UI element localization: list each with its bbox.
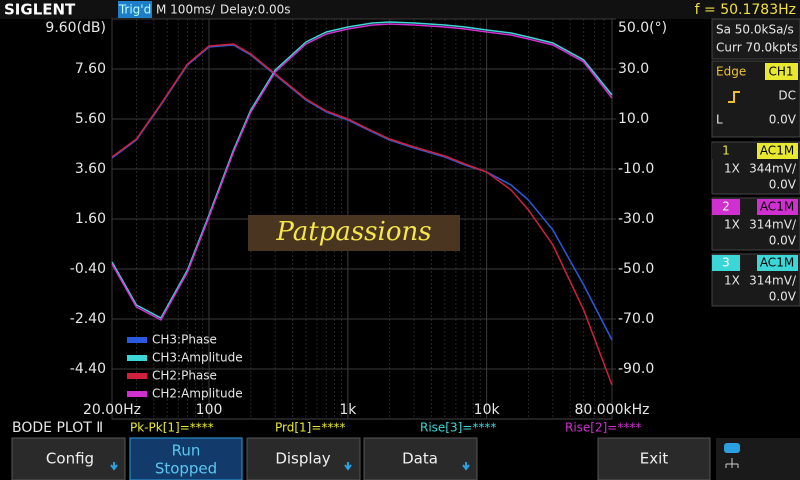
channel-number-bg [712, 255, 740, 271]
y-tick-label: 7.60 [75, 61, 106, 77]
usb-icon [724, 443, 740, 453]
watermark-bg [248, 215, 460, 251]
channel-probe: 1X [724, 218, 740, 232]
measurement: Pk-Pk[1]=**** [130, 421, 214, 435]
trigger-level: 0.0V [769, 113, 797, 127]
legend-label: CH2:Amplitude [152, 387, 243, 401]
button-label: Run [172, 442, 201, 460]
lan-icon [725, 458, 739, 468]
y-tick-label: 1.60 [75, 211, 106, 227]
channel-coupling: AC1M [760, 144, 794, 158]
config-button[interactable] [11, 437, 126, 480]
menu-arrow [110, 462, 118, 471]
y-tick-label: -0.40 [70, 261, 106, 277]
channel-number: 3 [722, 256, 730, 270]
y-tick-label: 3.60 [75, 161, 106, 177]
button-label: Data [402, 450, 438, 468]
y-tick-label: 9.60(dB) [45, 20, 106, 36]
y2-tick-label: 30.0 [618, 61, 649, 77]
y2-tick-label: -90.0 [618, 361, 654, 377]
channel-coupling: AC1M [760, 256, 794, 270]
y2-tick-label: -50.0 [618, 261, 654, 277]
trigger-type: Edge [716, 65, 746, 79]
y2-tick-label: 50.0(°) [618, 20, 667, 36]
channel-scale: 314mV/ [749, 218, 797, 232]
frequency: f = 50.1783Hz [695, 2, 796, 18]
x-tick-label: 1k [339, 402, 357, 418]
y2-tick-label: 10.0 [618, 111, 649, 127]
watermark: Patpassions [275, 217, 431, 247]
channel-number: 2 [722, 200, 730, 214]
x-tick-label: 100 [196, 402, 223, 418]
brand: SIGLENT [4, 1, 76, 19]
legend-swatch [127, 337, 147, 343]
display-button[interactable] [246, 437, 361, 480]
y-tick-label: 5.60 [75, 111, 106, 127]
button-label: Stopped [155, 460, 217, 478]
channel-number: 1 [722, 144, 730, 158]
button-label: Display [275, 450, 330, 468]
legend-swatch [127, 355, 147, 361]
y-tick-label: -4.40 [70, 361, 106, 377]
channel-number-bg [712, 143, 740, 159]
plot [111, 21, 613, 386]
channel-scale: 344mV/ [749, 162, 797, 176]
legend-swatch [127, 373, 147, 379]
legend-swatch [127, 391, 147, 397]
series-line [111, 43, 613, 386]
x-tick-label: 10k [474, 402, 501, 418]
trigger-coupling: DC [778, 89, 796, 103]
menu-arrow [344, 462, 352, 471]
timebase: M 100ms/ [156, 3, 216, 17]
legend-label: CH2:Phase [152, 369, 217, 383]
edge-icon [728, 91, 740, 103]
mode: BODE PLOT Ⅱ [12, 420, 103, 436]
channel-offset: 0.0V [769, 178, 797, 192]
data-button[interactable] [363, 437, 478, 480]
channel-probe: 1X [724, 162, 740, 176]
channel-coupling-bg [757, 199, 798, 215]
sample-rate: Sa 50.0kSa/s [716, 23, 794, 37]
measurements: Pk-Pk[1]=**** Prd[1]=**** Rise[3]=**** Rise… [130, 421, 641, 435]
channel-panels: 1 AC1M 1X 344mV/0.0V 2 AC1M 1X 314mV/0.0V 3 AC1M 1… [711, 141, 800, 307]
trigger-source-badge [765, 63, 798, 80]
legend-label: CH3:Phase [152, 333, 217, 347]
header-bar [0, 0, 800, 19]
y-tick-label: -2.40 [70, 311, 106, 327]
measurement: Rise[2]=**** [565, 421, 641, 435]
trigger-status: Trig'd [118, 3, 151, 17]
trigger-badge [118, 1, 152, 18]
run-button[interactable] [129, 437, 243, 480]
y2-tick-label: -30.0 [618, 211, 654, 227]
series-line [111, 23, 613, 322]
acq-panel [711, 18, 800, 60]
measurement: Prd[1]=**** [275, 421, 345, 435]
button-label: Config [46, 450, 94, 468]
channel-coupling: AC1M [760, 200, 794, 214]
exit-button[interactable] [597, 437, 711, 480]
channel-number-bg [712, 199, 740, 215]
series-line [111, 44, 613, 341]
x-tick-label: 80.000kHz [575, 402, 650, 418]
channel-scale: 314mV/ [749, 274, 797, 288]
legend-label: CH3:Amplitude [152, 351, 243, 365]
y2-tick-label: -10.0 [618, 161, 654, 177]
trigger-level-label: L [716, 113, 723, 127]
delay: Delay:0.00s [220, 3, 291, 17]
channel-coupling-bg [757, 143, 798, 159]
channel-offset: 0.0V [769, 234, 797, 248]
trigger-source: CH1 [768, 65, 793, 79]
measurement: Rise[3]=**** [420, 421, 496, 435]
y2-tick-label: -70.0 [618, 311, 654, 327]
channel-probe: 1X [724, 274, 740, 288]
channel-coupling-bg [757, 255, 798, 271]
channel-offset: 0.0V [769, 290, 797, 304]
button-label: Exit [640, 450, 669, 468]
memory-depth: Curr 70.0kpts [716, 41, 798, 55]
x-tick-label: 20.00Hz [83, 402, 141, 418]
menu-arrow [462, 462, 470, 471]
